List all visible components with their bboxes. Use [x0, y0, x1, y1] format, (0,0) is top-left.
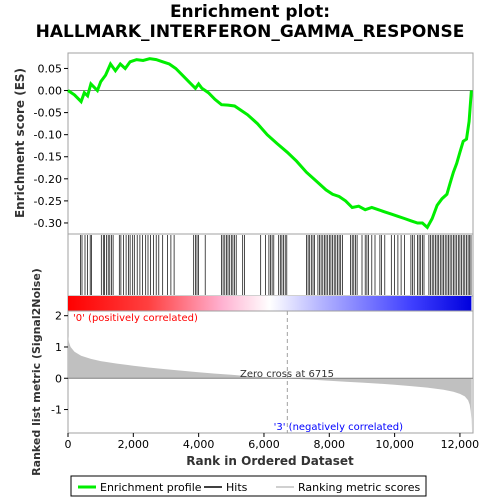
es-y-tick-label: -0.25 — [34, 195, 62, 208]
x-tick-label: 10,000 — [375, 438, 414, 451]
es-y-tick-label: -0.10 — [34, 129, 62, 142]
es-y-tick-label: -0.30 — [34, 217, 62, 230]
es-panel: 0.05 0.00 -0.05 -0.10 -0.15 -0.20 -0.25 -0.30 E… — [13, 52, 474, 235]
metric-y-tick-label: 2 — [55, 310, 62, 323]
es-y-tick-label: -0.05 — [34, 107, 62, 120]
x-tick-label: 0 — [65, 438, 72, 451]
metric-y-axis-label: Ranked list metric (Signal2Noise) — [30, 268, 43, 476]
legend-label-hits: Hits — [226, 481, 248, 494]
enrichment-profile-line — [67, 57, 473, 230]
es-y-tick-label: -0.15 — [34, 151, 62, 164]
metric-y-ticks: 2 1 0 -1 — [51, 310, 68, 417]
ranking-metric-area — [68, 336, 472, 430]
negative-correlation-label: '3' (negatively correlated) — [274, 422, 403, 433]
x-axis-label: Rank in Ordered Dataset — [186, 454, 354, 468]
hits-panel — [67, 233, 474, 312]
es-panel-frame — [67, 52, 474, 235]
es-y-tick-label: 0.05 — [38, 62, 63, 75]
metric-panel: 2 1 0 -1 '0' (positively correlated) '3' (n… — [30, 268, 474, 476]
x-tick-label: 6,000 — [248, 438, 280, 451]
metric-y-tick-label: 0 — [55, 372, 62, 385]
chart-title-line1: Enrichment plot: — [169, 2, 331, 22]
metric-y-tick-label: -1 — [51, 404, 62, 417]
chart-title-line2: HALLMARK_INTERFERON_GAMMA_RESPONSE — [35, 22, 465, 42]
es-y-tick-label: -0.20 — [34, 173, 62, 186]
zero-cross-label: Zero cross at 6715 — [240, 369, 334, 380]
metric-y-tick-label: 1 — [55, 341, 62, 354]
x-ticks: 0 2,000 4,000 6,000 8,000 10,000 12,000 — [65, 433, 480, 451]
es-y-axis-label: Enrichment score (ES) — [13, 68, 27, 218]
x-axis: 0 2,000 4,000 6,000 8,000 10,000 12,000 Rank i… — [65, 433, 480, 468]
es-y-ticks: 0.05 0.00 -0.05 -0.10 -0.15 -0.20 -0.25 -0.30 — [34, 62, 68, 230]
x-tick-label: 4,000 — [183, 438, 215, 451]
rank-colorbar — [68, 296, 472, 311]
legend: Enrichment profile Hits Ranking metric s… — [70, 475, 427, 497]
legend-label-enrichment: Enrichment profile — [100, 481, 202, 494]
hits-lines — [80, 235, 472, 295]
legend-label-metric: Ranking metric scores — [298, 481, 420, 494]
positive-correlation-label: '0' (positively correlated) — [73, 313, 198, 324]
legend-box — [70, 475, 427, 497]
x-tick-label: 12,000 — [441, 438, 480, 451]
es-y-tick-label: 0.00 — [38, 85, 63, 98]
x-tick-label: 2,000 — [118, 438, 150, 451]
x-tick-label: 8,000 — [314, 438, 346, 451]
